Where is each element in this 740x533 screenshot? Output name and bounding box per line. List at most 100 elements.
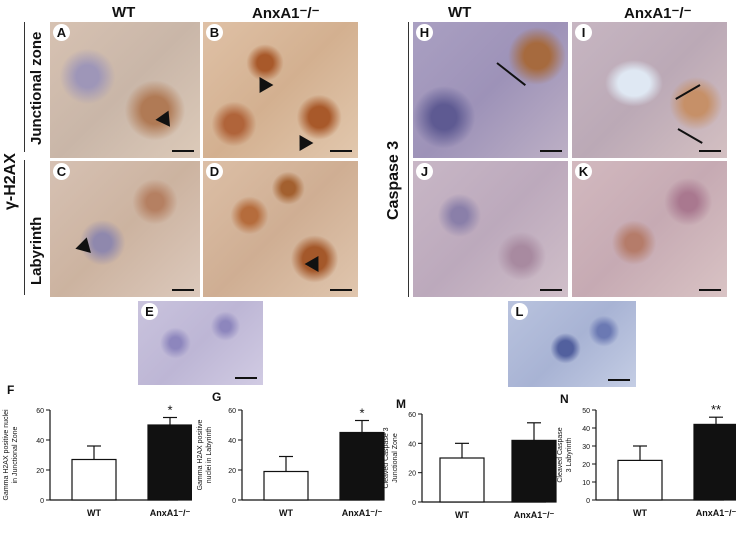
x-category-label: AnxA1⁻/⁻	[696, 508, 736, 518]
y-axis-label: Gamma H2AX positive nuclei in Labyrinth	[197, 419, 213, 490]
panel-letter-a: A	[53, 24, 70, 41]
chart-letter-g: G	[212, 390, 222, 404]
y-tick-label: 20	[228, 468, 236, 475]
y-axis-label-line: Cleaved Caspase 3	[383, 427, 390, 488]
bar-anxa1	[339, 431, 385, 501]
scale-bar	[699, 289, 721, 291]
panel-letter-i: I	[575, 24, 592, 41]
panel-letter-j: J	[416, 163, 433, 180]
col-header-wt-right: WT	[448, 4, 472, 21]
y-axis-label-line: Gamma H2AX positive	[197, 419, 204, 490]
y-tick-label: 10	[582, 480, 590, 487]
arrow-icon	[677, 128, 703, 144]
chart-g: 0 20 40 60 Gamma H2AX positive nuclei in Laby…	[197, 406, 385, 518]
bar-wt	[617, 459, 663, 501]
y-axis-label-line: in Junctional Zone	[12, 426, 19, 483]
y-tick-label: 20	[582, 462, 590, 469]
y-tick-label: 40	[582, 426, 590, 433]
col-header-ko-left: AnxA1⁻/⁻	[252, 5, 320, 22]
y-axis-label: Cleaved Caspase 3 Labyrinth	[557, 427, 573, 482]
scale-bar	[540, 150, 562, 152]
row-label-caspase-3: Caspase 3	[385, 140, 402, 220]
x-category-label: AnxA1⁻/⁻	[342, 508, 383, 518]
bar-wt	[439, 457, 485, 503]
bar-anxa1	[147, 424, 192, 501]
significance-marker: *	[359, 406, 364, 421]
chart-n: 0 10 20 30 40 50 Cleaved Caspase 3 Labyrinth WT A…	[557, 402, 736, 518]
scale-bar	[172, 150, 194, 152]
arrowhead-icon	[252, 72, 274, 94]
arrowhead-icon	[304, 255, 326, 277]
arrowhead-icon	[155, 110, 177, 132]
x-category-label: WT	[279, 508, 293, 518]
micrograph-panel-a: A	[50, 22, 200, 158]
y-tick-label: 50	[582, 408, 590, 415]
micrograph-panel-i: I	[572, 22, 727, 158]
scale-bar	[235, 377, 257, 379]
y-tick-label: 20	[408, 471, 416, 478]
y-axis-label: Gamma H2AX positive nuclei in Junctional …	[3, 409, 19, 500]
micrograph-panel-j: J	[413, 161, 568, 297]
scale-bar	[608, 379, 630, 381]
bracket-line-junctional	[24, 22, 25, 152]
micrograph-panel-k: K	[572, 161, 727, 297]
arrowhead-icon	[75, 237, 97, 259]
chart-letter-n: N	[560, 392, 569, 406]
scale-bar	[172, 289, 194, 291]
chart-letter-f: F	[7, 383, 15, 397]
micrograph-panel-e: E	[138, 301, 263, 385]
y-tick-label: 30	[582, 444, 590, 451]
bar-anxa1	[511, 439, 557, 503]
x-category-label: WT	[455, 510, 469, 520]
y-tick-label: 40	[36, 438, 44, 445]
bar-wt	[263, 470, 309, 501]
bar-wt	[71, 458, 117, 501]
arrow-icon	[496, 62, 526, 86]
bracket-line-caspase	[408, 22, 409, 297]
scale-bar	[330, 289, 352, 291]
panel-letter-b: B	[206, 24, 223, 41]
y-tick-label: 40	[228, 438, 236, 445]
arrowhead-icon	[292, 130, 314, 152]
y-tick-label: 60	[408, 412, 416, 419]
col-header-wt-left: WT	[112, 4, 136, 21]
y-axis-label: Cleaved Caspase 3 Junctional Zone	[383, 427, 399, 488]
x-category-label: AnxA1⁻/⁻	[514, 510, 555, 520]
y-tick-label: 40	[408, 441, 416, 448]
micrograph-panel-l: L	[508, 301, 636, 387]
y-axis-label-line: nuclei in Labyrinth	[206, 427, 213, 484]
chart-m: 0 20 40 60 Cleaved Caspase 3 Junctional Zone W…	[383, 412, 557, 520]
y-axis-label-line: Cleaved Caspase	[557, 427, 564, 482]
y-tick-label: 0	[40, 498, 44, 505]
bracket-line-labyrinth	[24, 160, 25, 295]
chart-f: 0 20 40 60 Gamma H2AX positive nuclei in Junc…	[3, 403, 192, 518]
bar-anxa1	[693, 423, 736, 501]
y-tick-label: 0	[412, 500, 416, 507]
significance-marker: *	[167, 403, 172, 418]
scale-bar	[540, 289, 562, 291]
y-axis-label-line: 3 Labyrinth	[566, 438, 573, 473]
panel-letter-h: H	[416, 24, 433, 41]
significance-marker: **	[711, 402, 721, 417]
y-tick-label: 60	[36, 408, 44, 415]
arrow-icon	[675, 84, 701, 100]
row-label-gamma-h2ax: γ-H2AX	[2, 153, 19, 210]
micrograph-panel-b: B	[203, 22, 358, 158]
sub-label-junctional-zone: Junctional zone	[28, 31, 45, 145]
micrograph-panel-d: D	[203, 161, 358, 297]
scale-bar	[699, 150, 721, 152]
col-header-ko-right: AnxA1⁻/⁻	[624, 5, 692, 22]
y-axis-label-line: Gamma H2AX positive nuclei	[3, 409, 10, 500]
x-category-label: WT	[633, 508, 647, 518]
y-tick-label: 20	[36, 468, 44, 475]
panel-letter-l: L	[511, 303, 528, 320]
panel-letter-e: E	[141, 303, 158, 320]
y-axis-label-line: Junctional Zone	[392, 433, 399, 483]
y-tick-label: 0	[232, 498, 236, 505]
chart-letter-m: M	[396, 397, 406, 411]
x-category-label: WT	[87, 508, 101, 518]
y-tick-label: 0	[586, 498, 590, 505]
panel-letter-c: C	[53, 163, 70, 180]
y-tick-label: 60	[228, 408, 236, 415]
panel-letter-d: D	[206, 163, 223, 180]
